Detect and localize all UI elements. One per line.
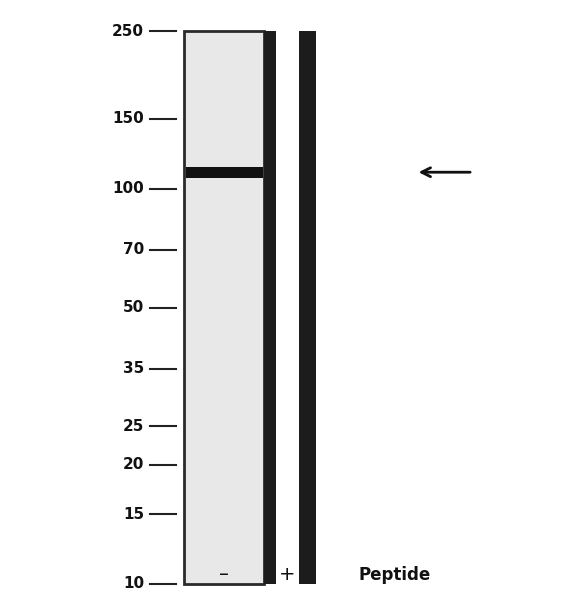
Text: –: –: [219, 565, 229, 584]
Text: 10: 10: [123, 576, 144, 591]
Text: 25: 25: [123, 419, 144, 434]
Text: 15: 15: [123, 507, 144, 521]
Text: 70: 70: [123, 242, 144, 257]
Text: 20: 20: [123, 457, 144, 472]
Text: 50: 50: [123, 300, 144, 315]
Bar: [186, 167, 263, 177]
Bar: [264, 31, 276, 584]
Bar: [184, 31, 264, 584]
Text: Peptide: Peptide: [358, 565, 431, 584]
Text: 35: 35: [123, 361, 144, 376]
Text: 150: 150: [113, 111, 144, 127]
Text: +: +: [279, 565, 295, 584]
Bar: [299, 31, 316, 584]
Text: 250: 250: [112, 24, 144, 39]
Text: 100: 100: [113, 181, 144, 196]
